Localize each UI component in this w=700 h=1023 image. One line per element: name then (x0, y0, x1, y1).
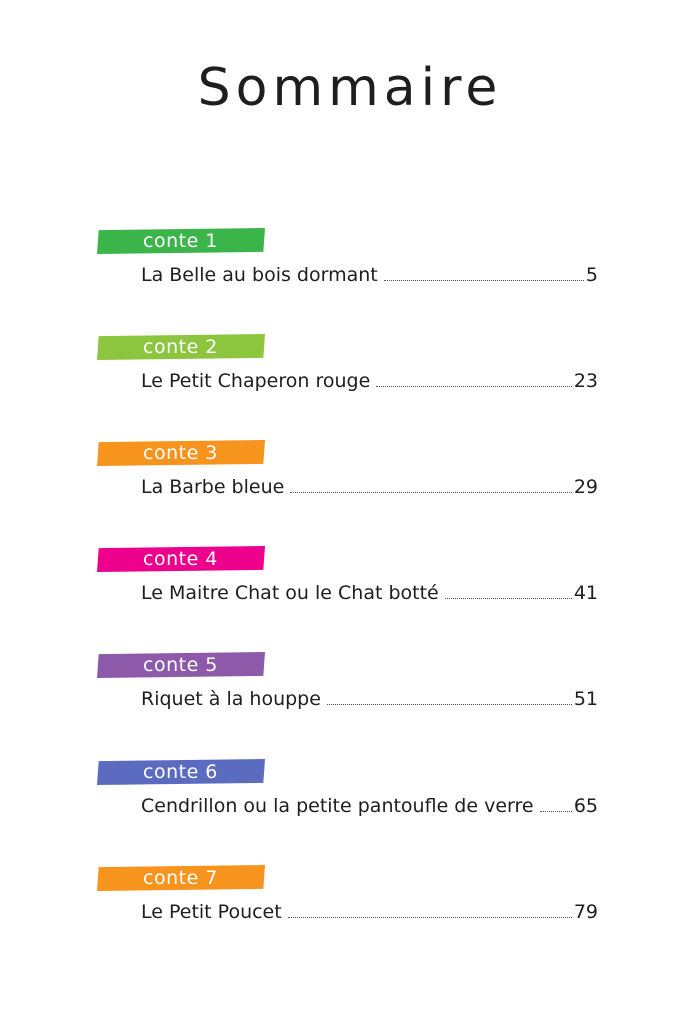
story-title: Le Petit Chaperon rouge (141, 370, 371, 392)
story-title: Riquet à la houppe (141, 688, 321, 710)
tag-ribbon (97, 228, 265, 254)
toc-line[interactable]: Riquet à la houppe 51 (141, 686, 598, 712)
page-number: 65 (573, 795, 598, 817)
story-title: La Barbe bleue (141, 476, 285, 498)
page-number: 79 (573, 901, 598, 923)
toc-entry-conte-6[interactable]: conte 6 Cendrillon ou la petite pantoufl… (0, 759, 700, 839)
tag-label: conte 7 (143, 867, 218, 889)
tag-label: conte 2 (143, 336, 218, 358)
page-number: 29 (573, 476, 598, 498)
dot-leader (290, 491, 572, 493)
dot-leader (539, 810, 572, 812)
dot-leader (383, 279, 584, 281)
page-title: Sommaire (197, 58, 503, 118)
page-number: 51 (573, 688, 598, 710)
dot-leader (287, 916, 572, 918)
tag-label: conte 4 (143, 548, 218, 570)
dot-leader (326, 703, 572, 705)
toc-line[interactable]: Le Petit Chaperon rouge 23 (141, 368, 598, 394)
page-number: 41 (573, 582, 598, 604)
story-title: Le Petit Poucet (141, 901, 282, 923)
dot-leader (444, 597, 572, 599)
toc-line[interactable]: Cendrillon ou la petite pantoufle de ver… (141, 793, 598, 819)
tag-ribbon (97, 440, 265, 466)
toc-entry-conte-3[interactable]: conte 3 La Barbe bleue 29 (0, 440, 700, 520)
toc-line[interactable]: Le Petit Poucet 79 (141, 899, 598, 925)
tag-label: conte 3 (143, 442, 218, 464)
tag-label: conte 5 (143, 654, 218, 676)
tag-ribbon (97, 652, 265, 678)
page-number: 23 (573, 370, 598, 392)
tag-ribbon (97, 759, 265, 785)
dot-leader (376, 385, 572, 387)
story-title: Cendrillon ou la petite pantoufle de ver… (141, 795, 534, 817)
toc-line[interactable]: La Barbe bleue 29 (141, 474, 598, 500)
tag-label: conte 6 (143, 761, 218, 783)
tag-ribbon (97, 865, 265, 891)
tag-label: conte 1 (143, 230, 218, 252)
toc-entry-conte-4[interactable]: conte 4 Le Maitre Chat ou le Chat botté … (0, 546, 700, 626)
toc-line[interactable]: Le Maitre Chat ou le Chat botté 41 (141, 580, 598, 606)
story-title: Le Maitre Chat ou le Chat botté (141, 582, 439, 604)
page-number: 5 (585, 264, 598, 286)
story-title: La Belle au bois dormant (141, 264, 378, 286)
toc-entry-conte-1[interactable]: conte 1 La Belle au bois dormant 5 (0, 228, 700, 308)
toc-entry-conte-2[interactable]: conte 2 Le Petit Chaperon rouge 23 (0, 334, 700, 414)
toc-entry-conte-5[interactable]: conte 5 Riquet à la houppe 51 (0, 652, 700, 732)
tag-ribbon (97, 334, 265, 360)
toc-line[interactable]: La Belle au bois dormant 5 (141, 262, 598, 288)
toc-entry-conte-7[interactable]: conte 7 Le Petit Poucet 79 (0, 865, 700, 945)
tag-ribbon (97, 546, 265, 572)
